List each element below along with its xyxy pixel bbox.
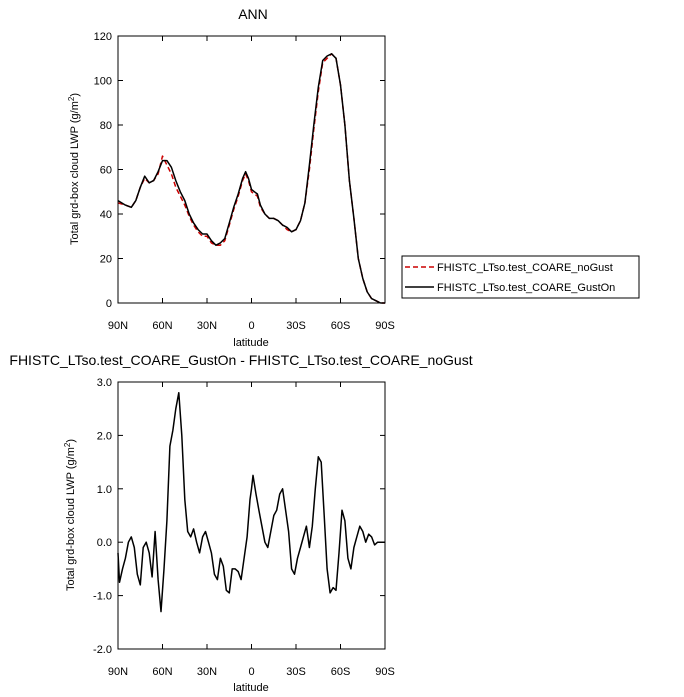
top-chart-series-line-0 bbox=[117, 53, 385, 304]
top-chart-series-line-1 bbox=[117, 53, 385, 304]
top-chart-x-tick-label: 90S bbox=[375, 320, 395, 332]
top-chart-y-tick-label: 0 bbox=[106, 298, 112, 310]
bottom-chart-y-ticks: -2.0 -1.0 0.0 1.0 2.0 3.0 bbox=[93, 377, 385, 656]
legend-frame bbox=[401, 255, 640, 299]
top-chart-series bbox=[117, 53, 385, 304]
bottom-chart-y-axis-label-sup: 2 bbox=[63, 442, 72, 447]
bottom-chart-y-tick-label: -2.0 bbox=[93, 644, 112, 656]
legend: FHISTC_LTso.test_COARE_noGust FHISTC_LTs… bbox=[401, 255, 640, 299]
bottom-chart-series bbox=[117, 391, 385, 613]
top-chart-x-ticks: 90N 60N 30N 0 30S 60S 90S bbox=[108, 36, 395, 332]
top-chart-x-tick-label: 60N bbox=[152, 320, 172, 332]
top-chart-x-tick-label: 30S bbox=[286, 320, 306, 332]
bottom-chart-title: FHISTC_LTso.test_COARE_GustOn - FHISTC_L… bbox=[9, 352, 472, 368]
bottom-chart-x-axis-label: latitude bbox=[233, 682, 268, 694]
bottom-chart-y-axis-label: Total grd-box cloud LWP (g/m2) bbox=[63, 439, 78, 591]
bottom-chart-y-axis-label-main: Total grd-box cloud LWP (g/m bbox=[65, 447, 77, 591]
bottom-chart-y-tick-label: 2.0 bbox=[97, 430, 112, 442]
bottom-chart-frame bbox=[117, 381, 386, 650]
bottom-chart-x-tick-label: 90N bbox=[108, 666, 128, 678]
top-chart-frame bbox=[117, 35, 386, 304]
top-chart-x-tick-label: 0 bbox=[248, 320, 254, 332]
bottom-chart-x-tick-label: 60N bbox=[152, 666, 172, 678]
bottom-chart-y-axis-label-end: ) bbox=[65, 439, 77, 443]
bottom-chart-y-tick-label: 3.0 bbox=[97, 377, 112, 389]
top-chart-y-axis-label: Total grd-box cloud LWP (g/m2) bbox=[67, 93, 82, 245]
top-chart-x-tick-label: 90N bbox=[108, 320, 128, 332]
top-chart-y-axis-label-main: Total grd-box cloud LWP (g/m bbox=[69, 101, 81, 245]
bottom-chart-y-tick-label: -1.0 bbox=[93, 591, 112, 603]
legend-label-guston: FHISTC_LTso.test_COARE_GustOn bbox=[437, 282, 615, 294]
bottom-chart-x-tick-label: 60S bbox=[331, 666, 351, 678]
bottom-chart: FHISTC_LTso.test_COARE_GustOn - FHISTC_L… bbox=[9, 352, 472, 694]
top-chart-y-axis-label-sup: 2 bbox=[67, 96, 76, 101]
bottom-chart-y-tick-label: 0.0 bbox=[97, 537, 112, 549]
top-chart-y-tick-label: 20 bbox=[100, 254, 112, 266]
top-chart-y-ticks: 0 20 40 60 80 100 120 bbox=[94, 31, 385, 310]
top-chart-title: ANN bbox=[238, 6, 268, 22]
top-chart-x-tick-label: 30N bbox=[197, 320, 217, 332]
bottom-chart-x-ticks: 90N 60N 30N 0 30S 60S 90S bbox=[108, 382, 395, 678]
bottom-chart-x-tick-label: 30S bbox=[286, 666, 306, 678]
top-chart-y-tick-label: 100 bbox=[94, 76, 112, 88]
top-chart-x-tick-label: 60S bbox=[331, 320, 351, 332]
legend-label-nogust: FHISTC_LTso.test_COARE_noGust bbox=[437, 262, 613, 274]
bottom-chart-series-line-0 bbox=[117, 391, 385, 613]
top-chart-y-tick-label: 80 bbox=[100, 120, 112, 132]
bottom-chart-x-tick-label: 30N bbox=[197, 666, 217, 678]
top-chart-y-axis-label-end: ) bbox=[69, 93, 81, 97]
top-chart-y-tick-label: 60 bbox=[100, 165, 112, 177]
bottom-chart-x-tick-label: 0 bbox=[248, 666, 254, 678]
bottom-chart-x-tick-label: 90S bbox=[375, 666, 395, 678]
bottom-chart-y-tick-label: 1.0 bbox=[97, 484, 112, 496]
top-chart-x-axis-label: latitude bbox=[233, 337, 268, 349]
top-chart-y-tick-label: 40 bbox=[100, 209, 112, 221]
top-chart-y-tick-label: 120 bbox=[94, 31, 112, 43]
